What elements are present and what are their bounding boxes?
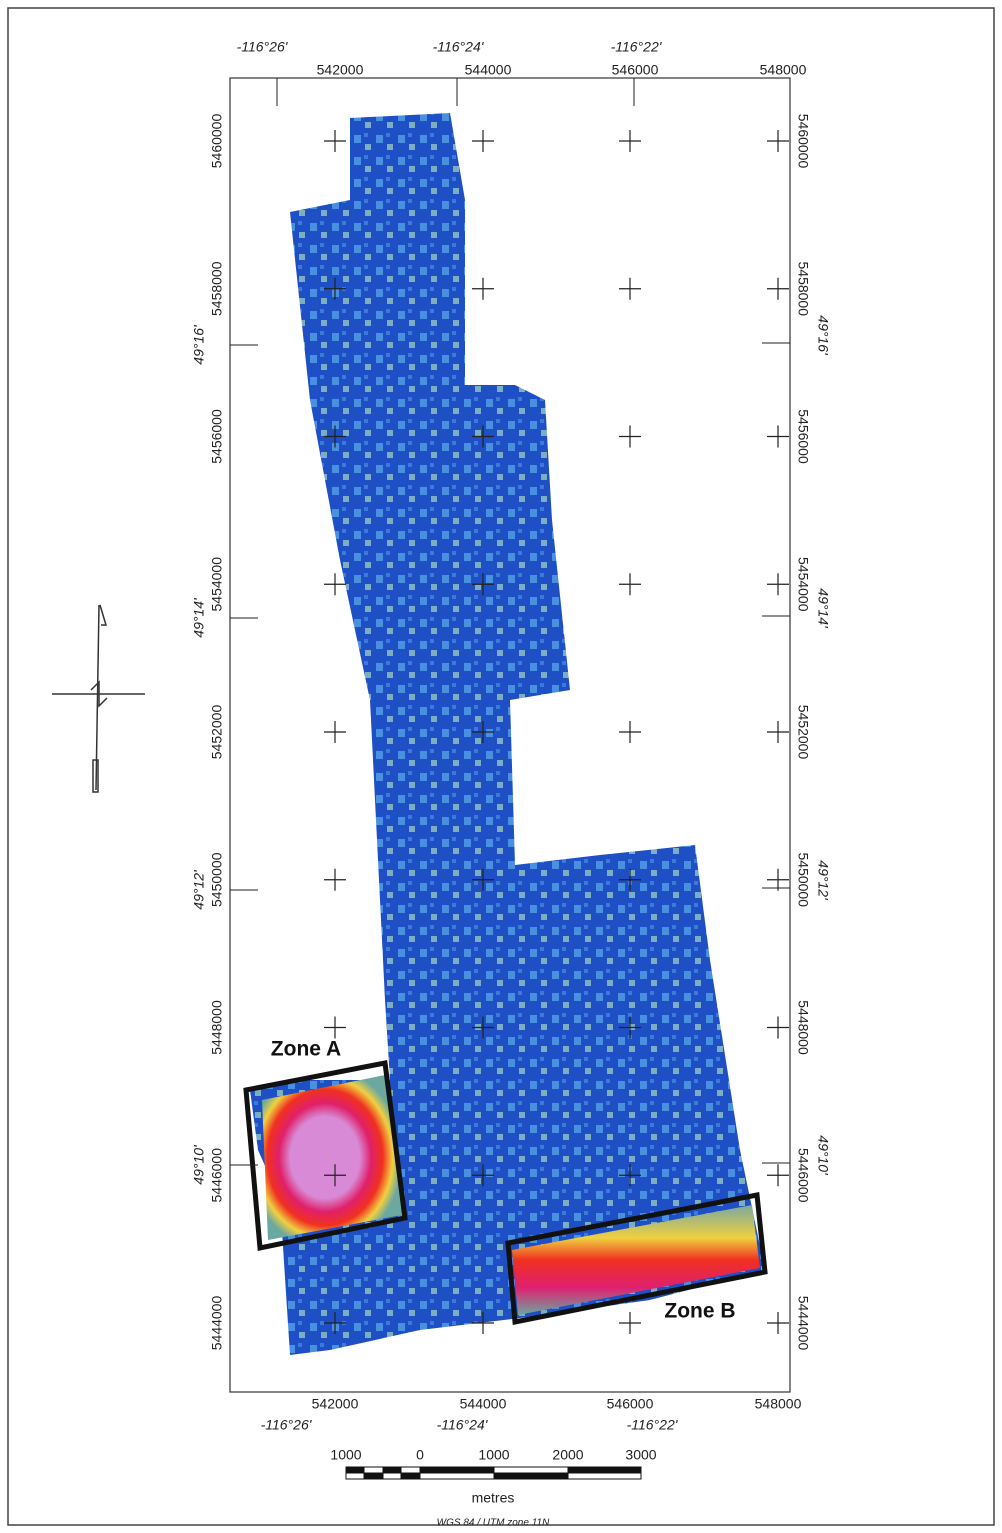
- scale-label: 1000: [330, 1447, 361, 1463]
- latitude-label: 49°16': [815, 315, 831, 356]
- grid-cross: [619, 573, 641, 595]
- scale-label: 0: [416, 1447, 424, 1463]
- scale-label: 3000: [625, 1447, 656, 1463]
- easting-label: 546000: [607, 1396, 654, 1412]
- zone-label: Zone A: [271, 1038, 341, 1061]
- northing-label: 5452000: [795, 705, 811, 760]
- latitude-label: 49°10': [815, 1135, 831, 1176]
- anomaly-a: [262, 1075, 402, 1240]
- northing-label: 5456000: [795, 409, 811, 464]
- northing-label: 5450000: [209, 852, 225, 907]
- north-arrow: [52, 605, 145, 792]
- scale-label: 1000: [478, 1447, 509, 1463]
- northing-label: 5458000: [209, 261, 225, 316]
- grid-cross: [767, 573, 789, 595]
- grid-cross: [324, 1017, 346, 1039]
- scale-bar: [346, 1467, 641, 1479]
- grid-cross: [767, 130, 789, 152]
- latitude-label: 49°12': [191, 869, 207, 910]
- grid-cross: [619, 130, 641, 152]
- easting-label: 544000: [460, 1396, 507, 1412]
- grid-cross: [324, 573, 346, 595]
- northing-label: 5456000: [209, 409, 225, 464]
- easting-label: 548000: [755, 1396, 802, 1412]
- northing-label: 5446000: [209, 1148, 225, 1203]
- latitude-label: 49°16': [191, 324, 207, 365]
- grid-cross: [619, 278, 641, 300]
- zone-label: Zone B: [664, 1300, 735, 1323]
- longitude-label: -116°22': [627, 1417, 679, 1433]
- northing-label: 5454000: [795, 557, 811, 612]
- grid-cross: [619, 426, 641, 448]
- projection: WGS 84 / UTM zone 11N: [437, 1518, 550, 1529]
- grid-cross: [767, 1017, 789, 1039]
- northing-label: 5446000: [795, 1148, 811, 1203]
- grid-cross: [324, 130, 346, 152]
- grid-cross: [472, 278, 494, 300]
- longitude-label: -116°24': [437, 1417, 489, 1433]
- grid-cross: [767, 278, 789, 300]
- latitude-label: 49°10': [191, 1144, 207, 1185]
- grid-cross: [324, 869, 346, 891]
- grid-cross: [767, 721, 789, 743]
- easting-label: 546000: [612, 62, 659, 78]
- longitude-label: -116°26': [237, 39, 289, 55]
- northing-label: 5444000: [209, 1296, 225, 1351]
- northing-label: 5444000: [795, 1296, 811, 1351]
- grid-cross: [324, 721, 346, 743]
- latitude-label: 49°12': [815, 860, 831, 901]
- northing-label: 5448000: [209, 1000, 225, 1055]
- northing-label: 5454000: [209, 557, 225, 612]
- northing-label: 5460000: [795, 114, 811, 169]
- grid-cross: [767, 869, 789, 891]
- map-page: Zone A Zone B metres WGS 84 / UTM zone 1…: [0, 0, 1002, 1533]
- northing-label: 5450000: [795, 852, 811, 907]
- longitude-label: -116°22': [611, 39, 663, 55]
- grid-cross: [767, 1164, 789, 1186]
- grid-cross: [619, 1312, 641, 1334]
- easting-label: 542000: [317, 62, 364, 78]
- grid-cross: [619, 721, 641, 743]
- longitude-label: -116°26': [261, 1417, 313, 1433]
- scale-label: 2000: [552, 1447, 583, 1463]
- northing-label: 5458000: [795, 261, 811, 316]
- longitude-label: -116°24': [433, 39, 485, 55]
- scale-unit: metres: [472, 1490, 515, 1506]
- easting-label: 548000: [760, 62, 807, 78]
- easting-label: 542000: [312, 1396, 359, 1412]
- latitude-label: 49°14': [815, 588, 831, 629]
- northing-label: 5452000: [209, 705, 225, 760]
- northing-label: 5460000: [209, 114, 225, 169]
- easting-label: 544000: [465, 62, 512, 78]
- grid-cross: [767, 1312, 789, 1334]
- latitude-label: 49°14': [191, 597, 207, 638]
- grid-cross: [472, 130, 494, 152]
- grid-cross: [767, 426, 789, 448]
- northing-label: 5448000: [795, 1000, 811, 1055]
